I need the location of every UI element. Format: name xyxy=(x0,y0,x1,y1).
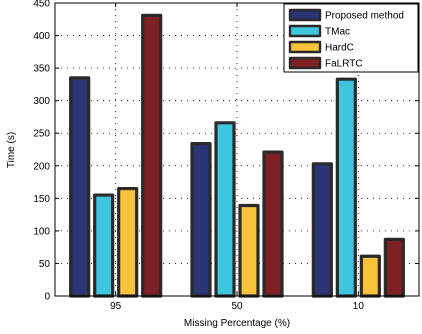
y-tick-label: 400 xyxy=(33,31,50,42)
bar-hardc-50 xyxy=(240,205,258,296)
legend: Proposed method TMac HardC FaLRTC xyxy=(284,4,418,72)
legend-swatch xyxy=(290,42,320,52)
y-tick-label: 50 xyxy=(39,259,51,270)
bar-tmac-10 xyxy=(337,79,355,296)
legend-swatch xyxy=(290,26,320,36)
legend-label: Proposed method xyxy=(325,11,404,22)
y-tick-label: 200 xyxy=(33,161,50,172)
y-tick-label: 150 xyxy=(33,194,50,205)
bar-hardc-95 xyxy=(119,189,137,296)
bar-falrtc-10 xyxy=(385,239,403,296)
bar-falrtc-95 xyxy=(143,15,161,296)
x-tick-label: 95 xyxy=(110,301,122,312)
legend-label: TMac xyxy=(325,27,350,38)
y-tick-label: 300 xyxy=(33,96,50,107)
bar-tmac-50 xyxy=(216,123,234,296)
bar-tmac-95 xyxy=(95,195,113,296)
bar-hardc-10 xyxy=(361,256,379,296)
bar-proposed-method-50 xyxy=(192,144,210,296)
bar-proposed-method-95 xyxy=(71,78,89,296)
bar-proposed-method-10 xyxy=(313,164,331,296)
y-tick-label: 350 xyxy=(33,64,50,75)
y-tick-label: 250 xyxy=(33,129,50,140)
legend-label: HardC xyxy=(325,43,354,54)
y-axis-label: Time (s) xyxy=(6,132,17,168)
y-tick-label: 0 xyxy=(44,292,50,303)
x-tick-label: 50 xyxy=(231,301,243,312)
legend-label: FaLRTC xyxy=(325,59,363,70)
y-tick-label: 100 xyxy=(33,226,50,237)
y-tick-label: 450 xyxy=(33,0,50,10)
legend-swatch xyxy=(290,10,320,20)
x-axis-label: Missing Percentage (%) xyxy=(184,318,290,329)
legend-swatch xyxy=(290,58,320,68)
bar-falrtc-50 xyxy=(264,152,282,296)
x-tick-label: 10 xyxy=(353,301,365,312)
